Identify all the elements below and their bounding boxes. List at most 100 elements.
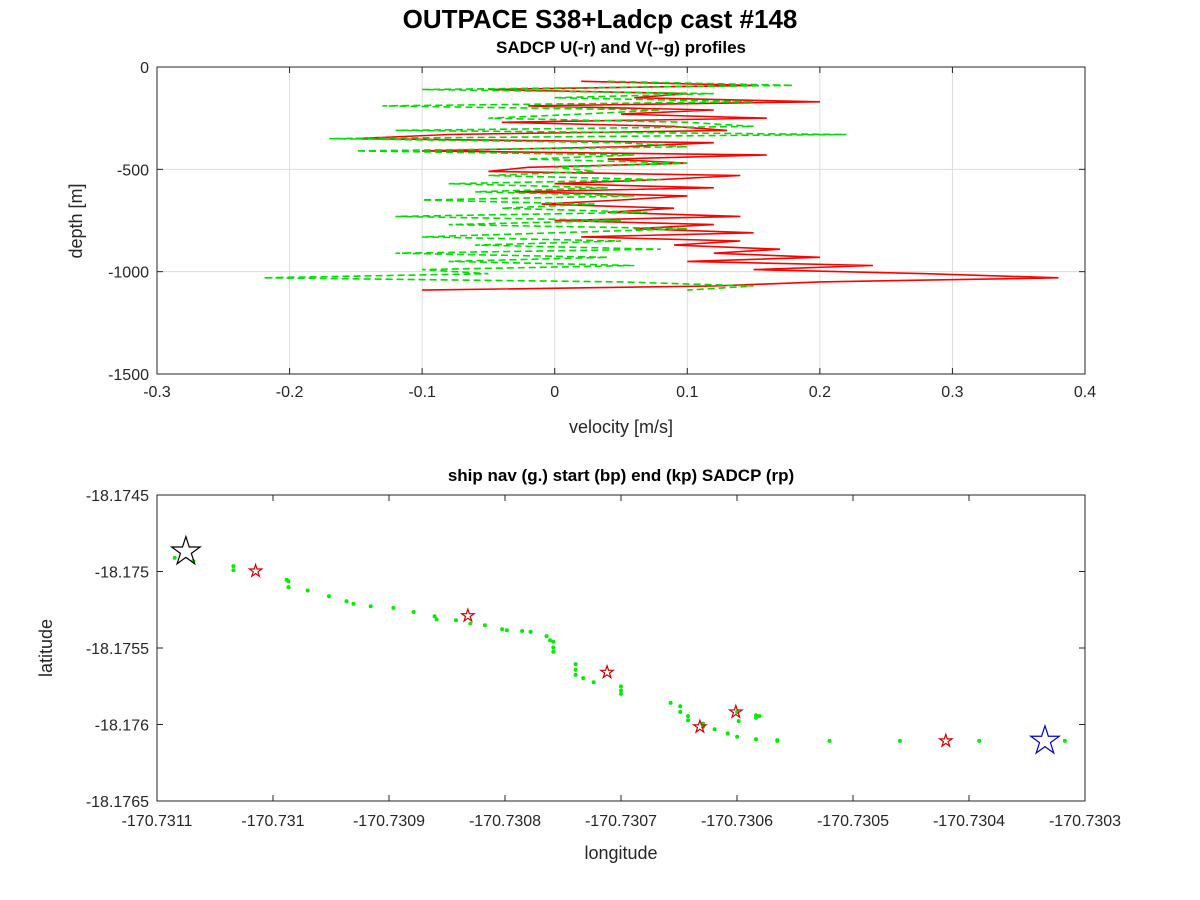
nav-x-tick-label: -170.7311 <box>122 813 193 830</box>
sadcp-point <box>937 732 954 748</box>
sadcp-point <box>459 607 476 623</box>
ship-nav-point <box>712 727 717 732</box>
velocity-chart-title: SADCP U(-r) and V(--g) profiles <box>496 38 746 57</box>
nav-x-tick-label: -170.7309 <box>353 813 425 830</box>
nav-x-tick-label: -170.7305 <box>817 813 889 830</box>
ship-nav-point <box>1062 738 1067 743</box>
nav-x-tick-label: -170.7303 <box>1049 813 1121 830</box>
ship-nav-point <box>686 714 690 719</box>
ship-nav-point <box>573 662 578 667</box>
ship-nav-point <box>619 688 623 693</box>
ship-nav-point <box>411 610 416 614</box>
ship-nav-point <box>591 680 596 685</box>
ship-nav-point <box>754 737 758 742</box>
velocity-series <box>263 80 1059 291</box>
nav-y-axis-label: latitude <box>36 619 56 677</box>
nav-y-tick-label: -18.1765 <box>86 794 149 811</box>
velocity-x-tick-label: 0.1 <box>676 384 698 401</box>
velocity-x-tick-label: -0.3 <box>143 384 171 401</box>
velocity-y-tick-label: -1500 <box>108 367 149 384</box>
velocity-ticks: -0.3 -0.2 -0.1 0 0.1 0.2 0.3 0.4 0 -500 -1000 -1500 <box>108 60 1096 401</box>
u-velocity-line <box>355 80 1059 291</box>
ship-nav-point <box>544 634 549 639</box>
ship-nav-point <box>172 555 177 560</box>
ship-nav-point <box>286 585 291 590</box>
velocity-x-tick-label: 0.2 <box>809 384 831 401</box>
velocity-axes-frame <box>156 66 1086 375</box>
velocity-x-tick-label: -0.1 <box>408 384 436 401</box>
nav-x-axis-label: longitude <box>584 843 657 863</box>
nav-plot-area <box>157 495 1085 801</box>
start-point <box>1028 723 1062 755</box>
nav-x-tick-label: -170.7306 <box>701 813 773 830</box>
nav-y-tick-label: -18.1745 <box>86 488 149 505</box>
nav-ticks: -170.7311 -170.731 -170.7309 -170.7308 -170.… <box>86 488 1121 830</box>
ship-nav-point <box>286 579 291 584</box>
ship-nav-point <box>434 617 439 622</box>
velocity-y-tick-label: -1000 <box>108 265 149 282</box>
ship-nav-point <box>391 605 396 610</box>
end-point <box>169 534 202 566</box>
velocity-x-axis-label: velocity [m/s] <box>569 417 673 437</box>
ship-nav-point <box>736 719 741 724</box>
ship-nav-point <box>468 621 473 626</box>
velocity-x-tick-label: -0.2 <box>276 384 304 401</box>
velocity-y-tick-label: -500 <box>117 162 149 179</box>
nav-y-tick-label: -18.175 <box>95 565 149 582</box>
v-velocity-line <box>263 80 847 291</box>
nav-x-tick-label: -170.7304 <box>933 813 1005 830</box>
nav-x-tick-label: -170.7307 <box>585 813 657 830</box>
velocity-profile-chart: SADCP U(-r) and V(--g) profiles -0.3 -0.2… <box>66 38 1096 437</box>
ship-nav-point <box>775 738 780 743</box>
ship-nav-point <box>551 649 556 654</box>
sadcp-point <box>599 663 616 680</box>
nav-marks <box>169 534 1067 755</box>
sadcp-point <box>727 703 744 719</box>
ship-nav-point <box>977 738 982 743</box>
ship-nav-point <box>757 714 762 719</box>
ship-nav-point <box>231 568 236 573</box>
ship-nav-point <box>619 684 623 689</box>
nav-y-tick-label: -18.1755 <box>86 641 149 658</box>
ship-nav-point <box>482 623 487 628</box>
figure-title: OUTPACE S38+Ladcp cast #148 <box>403 4 798 34</box>
ship-nav-point <box>432 614 437 619</box>
velocity-x-tick-label: 0.4 <box>1074 384 1096 401</box>
velocity-x-tick-label: 0 <box>550 384 559 401</box>
ship-nav-point <box>686 718 690 723</box>
nav-x-tick-label: -170.731 <box>241 813 304 830</box>
ship-nav-point <box>668 700 673 705</box>
ship-nav-chart: ship nav (g.) start (bp) end (kp) SADCP … <box>36 466 1121 863</box>
sadcp-point <box>247 562 264 578</box>
ship-nav-point <box>678 710 683 714</box>
ship-nav-point <box>504 628 509 633</box>
ship-nav-point <box>754 715 758 720</box>
ship-nav-point <box>305 588 310 593</box>
ship-nav-point <box>368 604 373 609</box>
ship-nav-point <box>548 638 552 643</box>
velocity-y-axis-label: depth [m] <box>66 183 86 258</box>
ship-nav-point <box>551 639 556 644</box>
nav-y-tick-label: -18.176 <box>95 718 149 735</box>
ship-nav-point <box>528 629 533 634</box>
ship-nav-point <box>326 594 331 599</box>
ship-nav-point <box>725 731 730 736</box>
ship-nav-point <box>573 667 578 672</box>
ship-nav-point <box>454 618 458 623</box>
ship-nav-point <box>581 676 586 681</box>
nav-chart-title: ship nav (g.) start (bp) end (kp) SADCP … <box>448 466 794 485</box>
ship-nav-point <box>735 734 740 739</box>
ship-nav-point <box>551 645 556 650</box>
ship-nav-point <box>520 629 525 633</box>
ship-nav-point <box>619 691 623 696</box>
ship-nav-point <box>351 601 356 606</box>
ship-nav-point <box>500 627 505 632</box>
ship-nav-point <box>678 704 683 709</box>
ship-nav-point <box>573 672 578 677</box>
ship-nav-point <box>344 599 349 604</box>
velocity-x-tick-label: 0.3 <box>941 384 963 401</box>
sadcp-point <box>691 718 708 734</box>
nav-x-tick-label: -170.7308 <box>469 813 541 830</box>
ship-nav-point <box>827 738 832 743</box>
